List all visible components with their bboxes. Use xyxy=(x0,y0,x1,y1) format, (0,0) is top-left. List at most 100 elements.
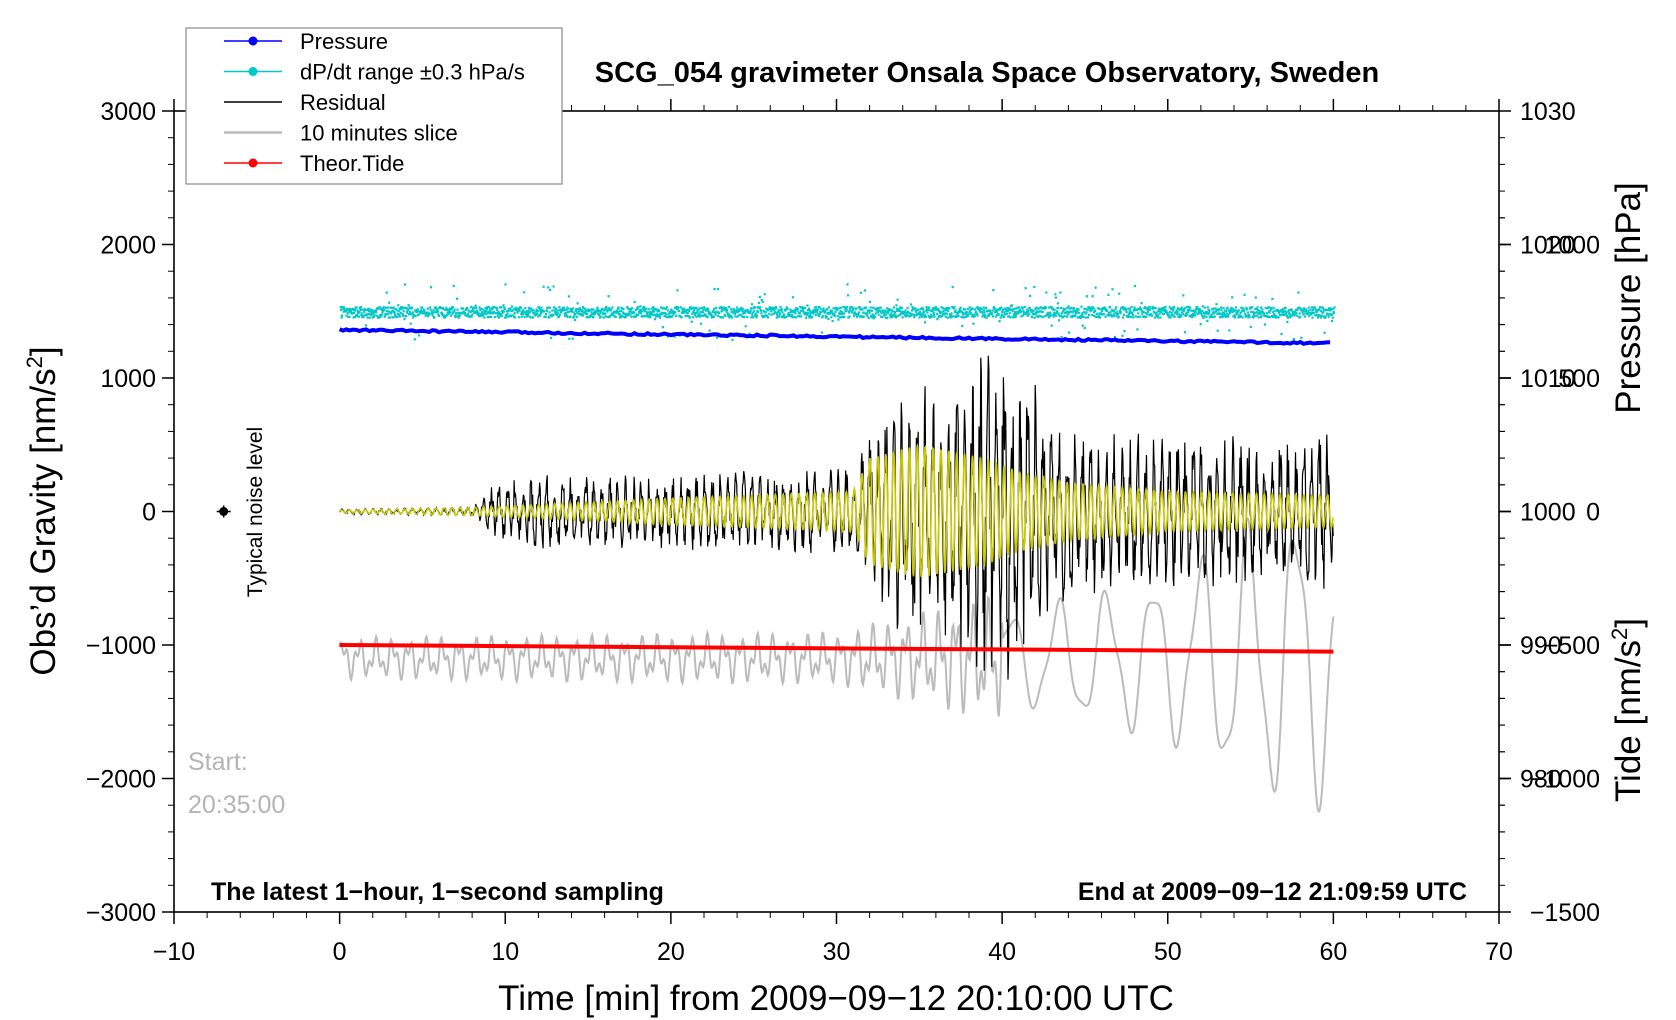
dpdt-point xyxy=(485,309,488,313)
dpdt-point xyxy=(603,308,606,311)
dpdt-point xyxy=(1146,308,1149,311)
dpdt-point xyxy=(1277,309,1280,313)
dpdt-point xyxy=(834,310,837,313)
dpdt-point xyxy=(357,315,360,318)
dpdt-point xyxy=(738,309,741,313)
dpdt-point xyxy=(1169,310,1172,314)
dpdt-point xyxy=(820,311,823,314)
dpdt-point xyxy=(677,307,680,310)
dpdt-point xyxy=(690,308,693,311)
dpdt-point xyxy=(1152,306,1155,310)
dpdt-point xyxy=(544,315,547,318)
dpdt-point xyxy=(487,306,491,309)
dpdt-point xyxy=(385,313,388,316)
dpdt-point xyxy=(657,308,660,311)
dpdt-point xyxy=(983,311,986,314)
dpdt-point xyxy=(629,309,632,313)
dpdt-point xyxy=(552,306,556,309)
dpdt-point xyxy=(805,311,809,315)
dpdt-point xyxy=(941,311,944,314)
dpdt-point xyxy=(645,307,648,310)
dpdt-point xyxy=(1103,306,1106,309)
dpdt-point xyxy=(1246,314,1249,317)
dpdt-point xyxy=(1096,307,1100,310)
noise-level-marker xyxy=(216,505,231,518)
dpdt-point xyxy=(686,311,689,315)
dpdt-point xyxy=(942,307,945,310)
dpdt-point xyxy=(941,313,944,316)
dpdt-point xyxy=(895,304,898,307)
dpdt-point xyxy=(1305,308,1308,311)
dpdt-point xyxy=(955,314,958,317)
dpdt-point xyxy=(596,312,599,315)
dpdt-point xyxy=(1024,312,1028,315)
dpdt-point xyxy=(507,309,510,312)
dpdt-point xyxy=(608,314,611,318)
dpdt-point xyxy=(512,314,515,317)
dpdt-point xyxy=(650,313,653,316)
dpdt-point xyxy=(668,316,671,319)
dpdt-point xyxy=(947,309,950,312)
dpdt-point xyxy=(870,314,873,317)
dpdt-point xyxy=(776,315,780,319)
dpdt-point xyxy=(1284,306,1287,309)
dpdt-point xyxy=(725,310,728,313)
dpdt-point xyxy=(1202,312,1206,315)
dpdt-point xyxy=(1288,309,1291,312)
dpdt-point xyxy=(1141,312,1144,315)
legend-label: dP/dt range ±0.3 hPa/s xyxy=(300,60,525,85)
dpdt-point xyxy=(448,310,451,313)
dpdt-point xyxy=(677,310,681,313)
dpdt-point xyxy=(1212,307,1216,310)
dpdt-point xyxy=(1194,311,1197,314)
dpdt-point xyxy=(714,313,717,317)
dpdt-point xyxy=(708,312,711,315)
dpdt-point xyxy=(961,324,964,327)
dpdt-point xyxy=(380,308,383,311)
dpdt-point xyxy=(1192,309,1195,312)
dpdt-point xyxy=(490,307,493,310)
dpdt-point xyxy=(477,314,481,318)
dpdt-point xyxy=(801,309,804,312)
dpdt-point xyxy=(581,314,584,317)
dpdt-point xyxy=(634,308,638,311)
dpdt-point xyxy=(1087,316,1090,319)
dpdt-point xyxy=(387,313,390,316)
dpdt-point xyxy=(617,306,620,309)
dpdt-point xyxy=(593,311,596,314)
dpdt-point xyxy=(693,308,696,311)
dpdt-point xyxy=(624,312,628,316)
dpdt-point xyxy=(836,309,839,312)
dpdt-point xyxy=(657,313,660,316)
dpdt-point xyxy=(1131,313,1134,317)
dpdt-point xyxy=(906,312,909,315)
dpdt-point xyxy=(523,316,526,319)
dpdt-point xyxy=(356,313,359,317)
dpdt-point xyxy=(507,315,510,318)
dpdt-point xyxy=(831,312,834,315)
dpdt-point xyxy=(575,316,578,319)
dpdt-point xyxy=(1113,315,1116,318)
dpdt-point xyxy=(1041,310,1044,313)
dpdt-point xyxy=(610,308,613,311)
dpdt-point xyxy=(846,283,849,286)
dpdt-point xyxy=(818,313,821,316)
dpdt-point xyxy=(399,308,402,311)
dpdt-point xyxy=(694,314,697,317)
dpdt-point xyxy=(866,315,869,318)
dpdt-point xyxy=(393,311,396,315)
dpdt-point xyxy=(1073,309,1076,312)
dpdt-point xyxy=(795,316,798,319)
dpdt-point xyxy=(499,313,503,316)
dpdt-point xyxy=(581,306,585,309)
dpdt-point xyxy=(1168,316,1171,319)
dpdt-point xyxy=(651,311,654,314)
dpdt-point xyxy=(518,309,521,312)
dpdt-point xyxy=(369,310,372,313)
dpdt-point xyxy=(894,314,897,317)
dpdt-point xyxy=(499,306,502,309)
dpdt-point xyxy=(1170,311,1173,314)
dpdt-point xyxy=(1302,310,1305,313)
dpdt-point xyxy=(1210,313,1213,316)
dpdt-point xyxy=(1122,308,1125,311)
